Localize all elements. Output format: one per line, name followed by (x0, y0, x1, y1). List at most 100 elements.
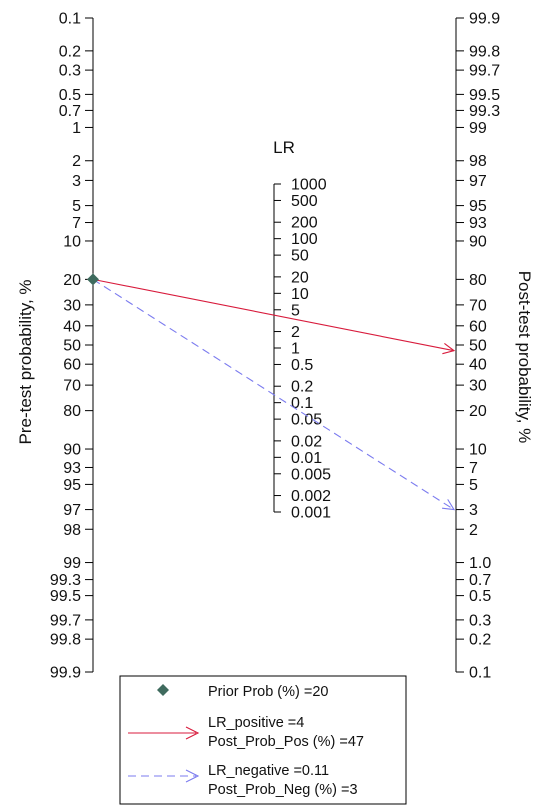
pretest-tick-label: 20 (63, 272, 81, 289)
lr-tick-label: 0.01 (291, 450, 322, 467)
posttest-tick-label: 50 (469, 338, 487, 355)
nomogram-lines (87, 273, 456, 511)
legend-negative-arrowhead (185, 769, 200, 783)
legend-diamond-marker (157, 684, 169, 696)
lr-tick-label: 200 (291, 215, 318, 232)
posttest-tick-label: 70 (469, 297, 487, 314)
pretest-tick-label: 99.5 (50, 588, 81, 605)
posttest-tick-label: 0.3 (469, 612, 491, 629)
posttest-tick-label: 2 (469, 522, 478, 539)
posttest-tick-label: 60 (469, 318, 487, 335)
pretest-tick-label: 93 (63, 460, 81, 477)
pretest-tick-label: 99.9 (50, 665, 81, 682)
legend-positive-post-text: Post_Prob_Pos (%) =47 (208, 734, 364, 750)
pretest-tick-label: 7 (72, 215, 81, 232)
posttest-tick-label: 0.1 (469, 665, 491, 682)
pretest-tick-label: 0.7 (59, 103, 81, 120)
pretest-tick-label: 0.2 (59, 43, 81, 60)
pretest-tick-label: 60 (63, 357, 81, 374)
posttest-tick-label: 99 (469, 120, 487, 137)
pretest-tick-label: 0.1 (59, 11, 81, 28)
pretest-tick-label: 99 (63, 555, 81, 572)
pretest-tick-label: 98 (63, 522, 81, 539)
posttest-tick-label: 99.3 (469, 103, 500, 120)
lr-tick-label: 0.02 (291, 433, 322, 450)
posttest-tick-label: 0.5 (469, 588, 491, 605)
lr-tick-label: 10 (291, 286, 309, 303)
posttest-tick-label: 0.7 (469, 572, 491, 589)
posttest-tick-label: 98 (469, 153, 487, 170)
posttest-tick-label: 7 (469, 460, 478, 477)
posttest-tick-label: 93 (469, 215, 487, 232)
posttest-tick-label: 99.5 (469, 87, 500, 104)
lr-tick-label: 0.2 (291, 379, 313, 396)
lr-tick-label: 1 (291, 341, 300, 358)
pretest-tick-label: 95 (63, 477, 81, 494)
posttest-tick-label: 80 (469, 272, 487, 289)
lr-tick-label: 1000 (291, 177, 327, 194)
pretest-tick-label: 99.8 (50, 632, 81, 649)
lr-tick-label: 0.005 (291, 466, 331, 483)
posttest-tick-label: 97 (469, 173, 487, 190)
pretest-tick-label: 70 (63, 378, 81, 395)
lr-tick-label: 0.5 (291, 357, 313, 374)
legend-positive-text: LR_positive =4 (208, 715, 304, 731)
lr-negative-arrowhead (442, 499, 456, 511)
legend-negative-post-text: Post_Prob_Neg (%) =3 (208, 782, 358, 798)
posttest-tick-label: 10 (469, 442, 487, 459)
legend-positive-arrowhead (185, 726, 200, 740)
posttest-tick-label: 99.9 (469, 11, 500, 28)
lr-tick-label: 0.002 (291, 488, 331, 505)
posttest-tick-label: 95 (469, 198, 487, 215)
posttest-axis-label: Post-test probability, % (515, 271, 534, 444)
lr-tick-label: 0.05 (291, 412, 322, 429)
pretest-tick-label: 40 (63, 318, 81, 335)
pretest-tick-label: 90 (63, 442, 81, 459)
lr-negative-line (92, 278, 455, 511)
legend-box (119, 675, 407, 805)
pretest-tick-label: 2 (72, 153, 81, 170)
pretest-tick-label: 99.3 (50, 572, 81, 589)
pretest-tick-label: 10 (63, 233, 81, 250)
posttest-tick-label: 30 (469, 378, 487, 395)
lr-tick-label: 20 (291, 269, 309, 286)
posttest-tick-label: 20 (469, 403, 487, 420)
lr-tick-label: 100 (291, 231, 318, 248)
lr-tick-label: 5 (291, 302, 300, 319)
lr-positive-arrowhead (442, 343, 456, 355)
posttest-tick-label: 3 (469, 502, 478, 519)
posttest-tick-label: 0.2 (469, 632, 491, 649)
posttest-tick-label: 90 (469, 233, 487, 250)
pretest-tick-label: 50 (63, 338, 81, 355)
pretest-tick-label: 1 (72, 120, 81, 137)
legend: Prior Prob (%) =20 LR_positive =4 Post_Pro… (119, 675, 407, 805)
lr-axis-label: LR (273, 138, 295, 157)
posttest-tick-label: 40 (469, 357, 487, 374)
pretest-tick-label: 97 (63, 502, 81, 519)
lr-tick-label: 50 (291, 248, 309, 265)
legend-prior-text: Prior Prob (%) =20 (208, 684, 328, 700)
posttest-tick-label: 99.8 (469, 43, 500, 60)
pretest-axis-label: Pre-test probability, % (16, 279, 35, 444)
posttest-tick-label: 5 (469, 477, 478, 494)
lr-tick-label: 0.001 (291, 505, 331, 522)
pretest-tick-label: 30 (63, 297, 81, 314)
lr-axis: 10005002001005020105210.50.20.10.050.020… (273, 177, 331, 522)
pretest-tick-label: 0.3 (59, 63, 81, 80)
pretest-tick-label: 5 (72, 198, 81, 215)
lr-tick-label: 500 (291, 193, 318, 210)
lr-positive-line (92, 278, 455, 352)
pretest-tick-label: 0.5 (59, 87, 81, 104)
posttest-axis: 99.999.899.799.599.399989795939080706050… (455, 11, 500, 682)
posttest-tick-label: 1.0 (469, 555, 491, 572)
lr-tick-label: 0.1 (291, 395, 313, 412)
pretest-tick-label: 80 (63, 403, 81, 420)
posttest-tick-label: 99.7 (469, 63, 500, 80)
lr-tick-label: 2 (291, 324, 300, 341)
pretest-tick-label: 99.7 (50, 612, 81, 629)
legend-negative-text: LR_negative =0.11 (208, 763, 329, 779)
prior-prob-marker (87, 273, 99, 286)
pretest-tick-label: 3 (72, 173, 81, 190)
